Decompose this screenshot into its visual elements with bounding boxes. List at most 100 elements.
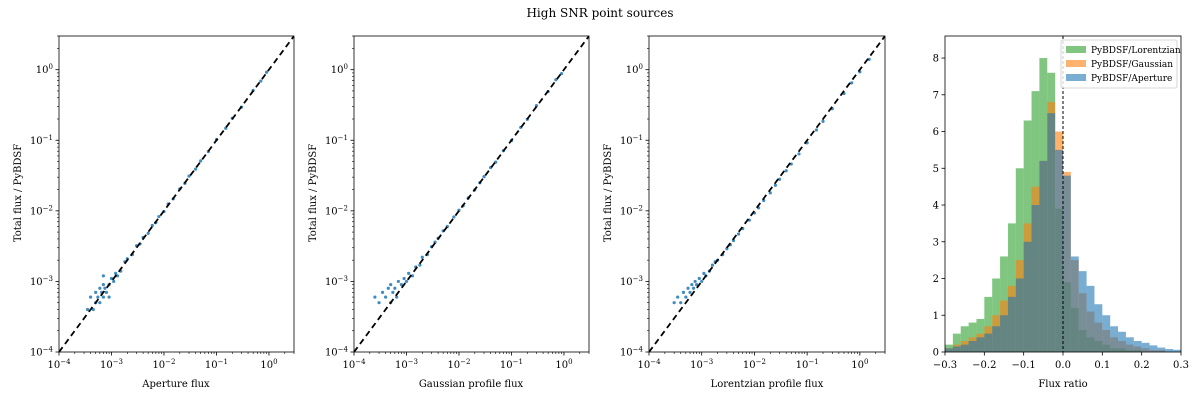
- scatter-point: [391, 290, 395, 294]
- scatter-point: [736, 232, 741, 236]
- y-tick-label: 6: [933, 127, 939, 138]
- histogram-bar: [960, 326, 969, 352]
- scatter-point: [94, 290, 98, 294]
- histogram-bar: [1047, 113, 1056, 352]
- scatter-point: [377, 301, 381, 305]
- tick-exponent: −3: [633, 275, 643, 283]
- tick-exponent: −2: [756, 358, 766, 366]
- x-tick-label: 10−1: [500, 358, 523, 371]
- scatter-point: [393, 286, 397, 290]
- y-tick-label: 10−2: [325, 204, 348, 217]
- scatter-point: [404, 279, 409, 284]
- scatter-point: [98, 301, 102, 305]
- histogram-bar: [1118, 331, 1126, 352]
- y-tick-label: 7: [933, 90, 939, 101]
- y-tick-label: 10−3: [325, 275, 348, 288]
- scatter-point: [710, 263, 715, 267]
- histogram-bar: [1157, 347, 1166, 352]
- y-tick-label: 3: [933, 237, 939, 248]
- scatter-point: [452, 215, 456, 219]
- x-tick-label: 10−2: [743, 358, 766, 371]
- legend-label: PyBDSF/Lorentzian: [1091, 46, 1181, 56]
- tick-exponent: −2: [43, 204, 53, 212]
- tick-exponent: 0: [864, 358, 868, 366]
- reference-line: [59, 36, 294, 352]
- legend-box: [1060, 39, 1178, 89]
- scatter-point: [101, 295, 105, 299]
- panel-gaussian: Gaussian profile flux Total flux / PyBDS…: [308, 144, 524, 390]
- y-tick-label: 100: [626, 63, 643, 76]
- x-tick-label: 0.1: [1094, 360, 1110, 371]
- histogram-bar: [968, 322, 977, 352]
- axes-frame: [353, 35, 590, 353]
- histogram-bar: [1149, 345, 1158, 352]
- scatter-point: [91, 307, 95, 312]
- reference-line: [354, 36, 589, 352]
- panel-aperture: Aperture flux Total flux / PyBDSF: [13, 144, 210, 390]
- x-tick-label: 100: [260, 358, 277, 371]
- scatter-point: [112, 279, 116, 284]
- legend-label: PyBDSF/Aperture: [1091, 74, 1172, 84]
- x-axis-label: Flux ratio: [1038, 379, 1087, 390]
- histogram-bar: [968, 340, 977, 352]
- scatter-point: [157, 214, 161, 219]
- histogram-bar: [992, 326, 1001, 352]
- histogram-bar: [1063, 175, 1071, 352]
- scatter-point: [821, 119, 825, 123]
- histogram-bar: [1133, 340, 1142, 352]
- y-tick-label: 1: [933, 311, 939, 322]
- scatter-point: [101, 274, 105, 278]
- x-tick-label: 10−4: [47, 358, 71, 371]
- scatter-point: [107, 295, 111, 299]
- scatter-point: [814, 128, 819, 132]
- x-tick-label: −0.1: [1012, 360, 1036, 371]
- y-tick-label: 10−2: [30, 204, 53, 217]
- scatter-point: [797, 152, 801, 156]
- reference-line: [649, 36, 885, 352]
- x-tick-label: 0.0: [1055, 360, 1071, 371]
- scatter-point: [187, 174, 191, 178]
- y-tick-label: 2: [933, 274, 939, 285]
- y-tick-label: 10−4: [30, 346, 54, 359]
- histogram-bar: [960, 344, 969, 352]
- panel-lorentzian: Lorentzian profile flux Total flux / PyB…: [603, 144, 824, 390]
- tick-exponent: −2: [460, 358, 470, 366]
- tick-exponent: −3: [703, 358, 713, 366]
- y-tick-label: 10−2: [620, 204, 643, 217]
- histogram-bar: [1015, 278, 1024, 352]
- histogram-bar: [1007, 296, 1016, 352]
- histogram-bar: [1165, 349, 1174, 352]
- histogram-bar: [984, 296, 993, 352]
- scatter-point: [98, 286, 102, 290]
- y-axis-label: Total flux / PyBDSF: [603, 144, 614, 242]
- legend-swatch: [1066, 60, 1086, 67]
- x-axis-label: Gaussian profile flux: [419, 379, 524, 390]
- tick-exponent: 0: [273, 358, 277, 366]
- scatter-point: [690, 283, 694, 287]
- plot-area: [354, 36, 589, 352]
- axes-3: −0.3 −0.2 −0.1 0.0 0.1 0.2 0.3 0 1 2 3 4 5 6 7 8 PyBDSF/…: [933, 35, 1189, 371]
- tick-exponent: 0: [344, 63, 348, 71]
- tick-exponent: −1: [338, 134, 348, 142]
- plot-area: [649, 36, 885, 352]
- y-tick-label: 5: [933, 164, 939, 175]
- tick-exponent: −4: [338, 346, 349, 354]
- tick-exponent: −4: [633, 346, 644, 354]
- scatter-point: [96, 295, 100, 299]
- scatter-point: [702, 271, 706, 275]
- tick-exponent: −2: [633, 204, 643, 212]
- scatter-point: [686, 286, 690, 290]
- histogram-bar: [1102, 315, 1111, 352]
- x-tick-label: 10−4: [342, 358, 366, 371]
- histogram-bar: [945, 344, 953, 352]
- scatter-point: [384, 295, 388, 299]
- histogram-bar: [992, 278, 1001, 352]
- tick-exponent: −1: [513, 358, 523, 366]
- histogram-bar: [952, 346, 961, 352]
- histogram-bar: [1055, 149, 1063, 352]
- histogram-bar: [1173, 349, 1181, 352]
- scatter-point: [420, 255, 424, 259]
- scatter-point: [684, 295, 688, 299]
- scatter-point: [482, 175, 486, 179]
